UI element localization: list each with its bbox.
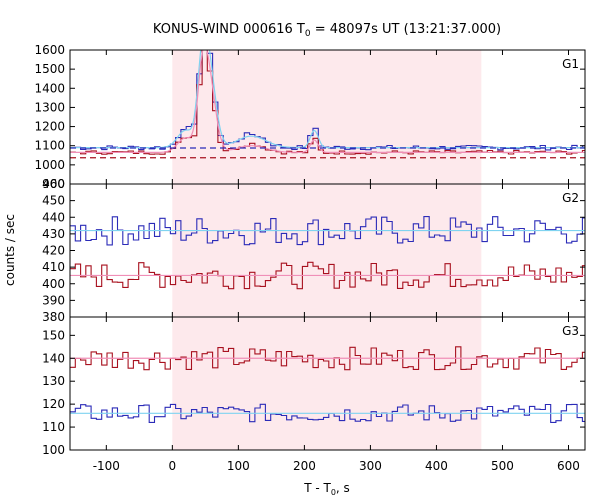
y-tick-label: 100	[42, 443, 65, 457]
y-tick-label: 1100	[34, 139, 65, 153]
chart-title: KONUS-WIND 000616 T0 = 48097s UT (13:21:…	[153, 22, 501, 39]
light-curve-red	[70, 261, 585, 290]
y-tick-label: 380	[42, 310, 65, 324]
y-tick-label: 420	[42, 244, 65, 258]
y-tick-label: 110	[42, 420, 65, 434]
y-tick-label: 410	[42, 260, 65, 274]
panel-label-g2: G2	[562, 191, 579, 205]
panel-label-g3: G3	[562, 324, 579, 338]
y-tick-label: 1400	[34, 81, 65, 95]
panel-frame	[69, 316, 586, 451]
shaded-interval	[172, 50, 482, 184]
x-tick-label: 100	[227, 459, 250, 473]
light-curve-red	[70, 50, 585, 155]
y-tick-label: 1600	[34, 43, 65, 57]
light-curve-blue	[70, 216, 585, 246]
y-axis-label: counts / sec	[3, 214, 17, 286]
y-tick-label: 1500	[34, 62, 65, 76]
y-tick-label: 140	[42, 351, 65, 365]
panel-label-g1: G1	[562, 57, 579, 71]
y-tick-label: 1000	[34, 158, 65, 172]
chart-panels: 9001000110012001300140015001600G13803904…	[34, 43, 586, 473]
y-tick-label: 900	[42, 177, 65, 191]
panel-series-group	[70, 216, 585, 290]
y-tick-label: 430	[42, 227, 65, 241]
x-axis-label: T - T0, s	[303, 481, 350, 497]
shaded-interval	[172, 184, 482, 317]
shaded-interval	[172, 317, 482, 450]
y-tick-label: 1200	[34, 120, 65, 134]
y-tick-label: 400	[42, 277, 65, 291]
y-tick-label: 390	[42, 293, 65, 307]
x-tick-label: 200	[293, 459, 316, 473]
y-tick-label: 150	[42, 328, 65, 342]
panel-series-group	[70, 346, 585, 423]
panel-series-group	[70, 50, 585, 159]
y-tick-label: 130	[42, 374, 65, 388]
x-tick-label: 500	[491, 459, 514, 473]
y-tick-label: 450	[42, 194, 65, 208]
x-tick-label: 0	[169, 459, 177, 473]
y-tick-label: 120	[42, 397, 65, 411]
y-tick-label: 460	[42, 177, 65, 191]
x-tick-label: -100	[93, 459, 120, 473]
x-tick-label: 600	[557, 459, 580, 473]
x-tick-label: 300	[359, 459, 382, 473]
model-curve	[70, 50, 585, 153]
y-tick-label: 1300	[34, 100, 65, 114]
light-curve-red	[70, 346, 585, 371]
x-tick-label: 400	[425, 459, 448, 473]
y-tick-label: 440	[42, 210, 65, 224]
